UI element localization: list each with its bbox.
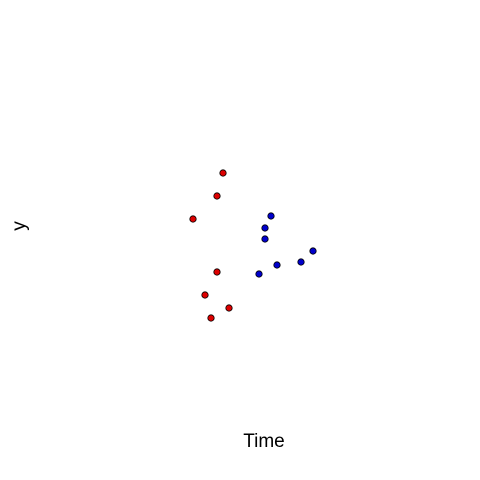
point-series-1-7: [207, 314, 215, 322]
point-series-2-1: [267, 212, 275, 220]
point-series-2-6: [273, 261, 281, 269]
point-series-2-3: [261, 235, 269, 243]
point-series-2-7: [255, 270, 263, 278]
point-series-2-2: [261, 224, 269, 232]
points-layer: [189, 169, 317, 322]
point-series-1-1: [219, 169, 227, 177]
point-series-1-4: [213, 268, 221, 276]
y-axis-label: y: [9, 221, 30, 231]
point-series-1-6: [225, 304, 233, 312]
point-series-1-5: [201, 291, 209, 299]
point-series-1-3: [189, 215, 197, 223]
point-series-1-2: [213, 192, 221, 200]
point-series-2-4: [309, 247, 317, 255]
point-series-2-5: [297, 258, 305, 266]
x-axis-label: Time: [243, 431, 285, 452]
